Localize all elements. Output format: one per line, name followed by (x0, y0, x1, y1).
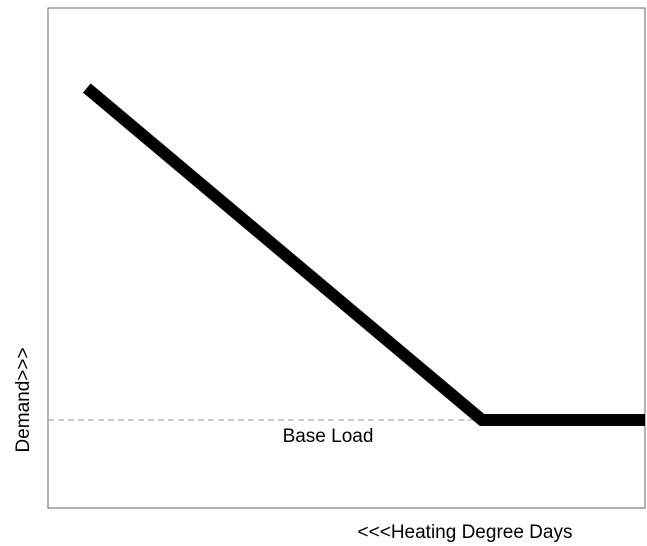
plot-frame (47, 7, 646, 509)
reference-label: Base Load (283, 426, 374, 447)
y-axis-label: Demand>>> (13, 347, 34, 452)
demand-line (82, 83, 645, 426)
x-axis-label: <<<Heating Degree Days (358, 522, 573, 543)
